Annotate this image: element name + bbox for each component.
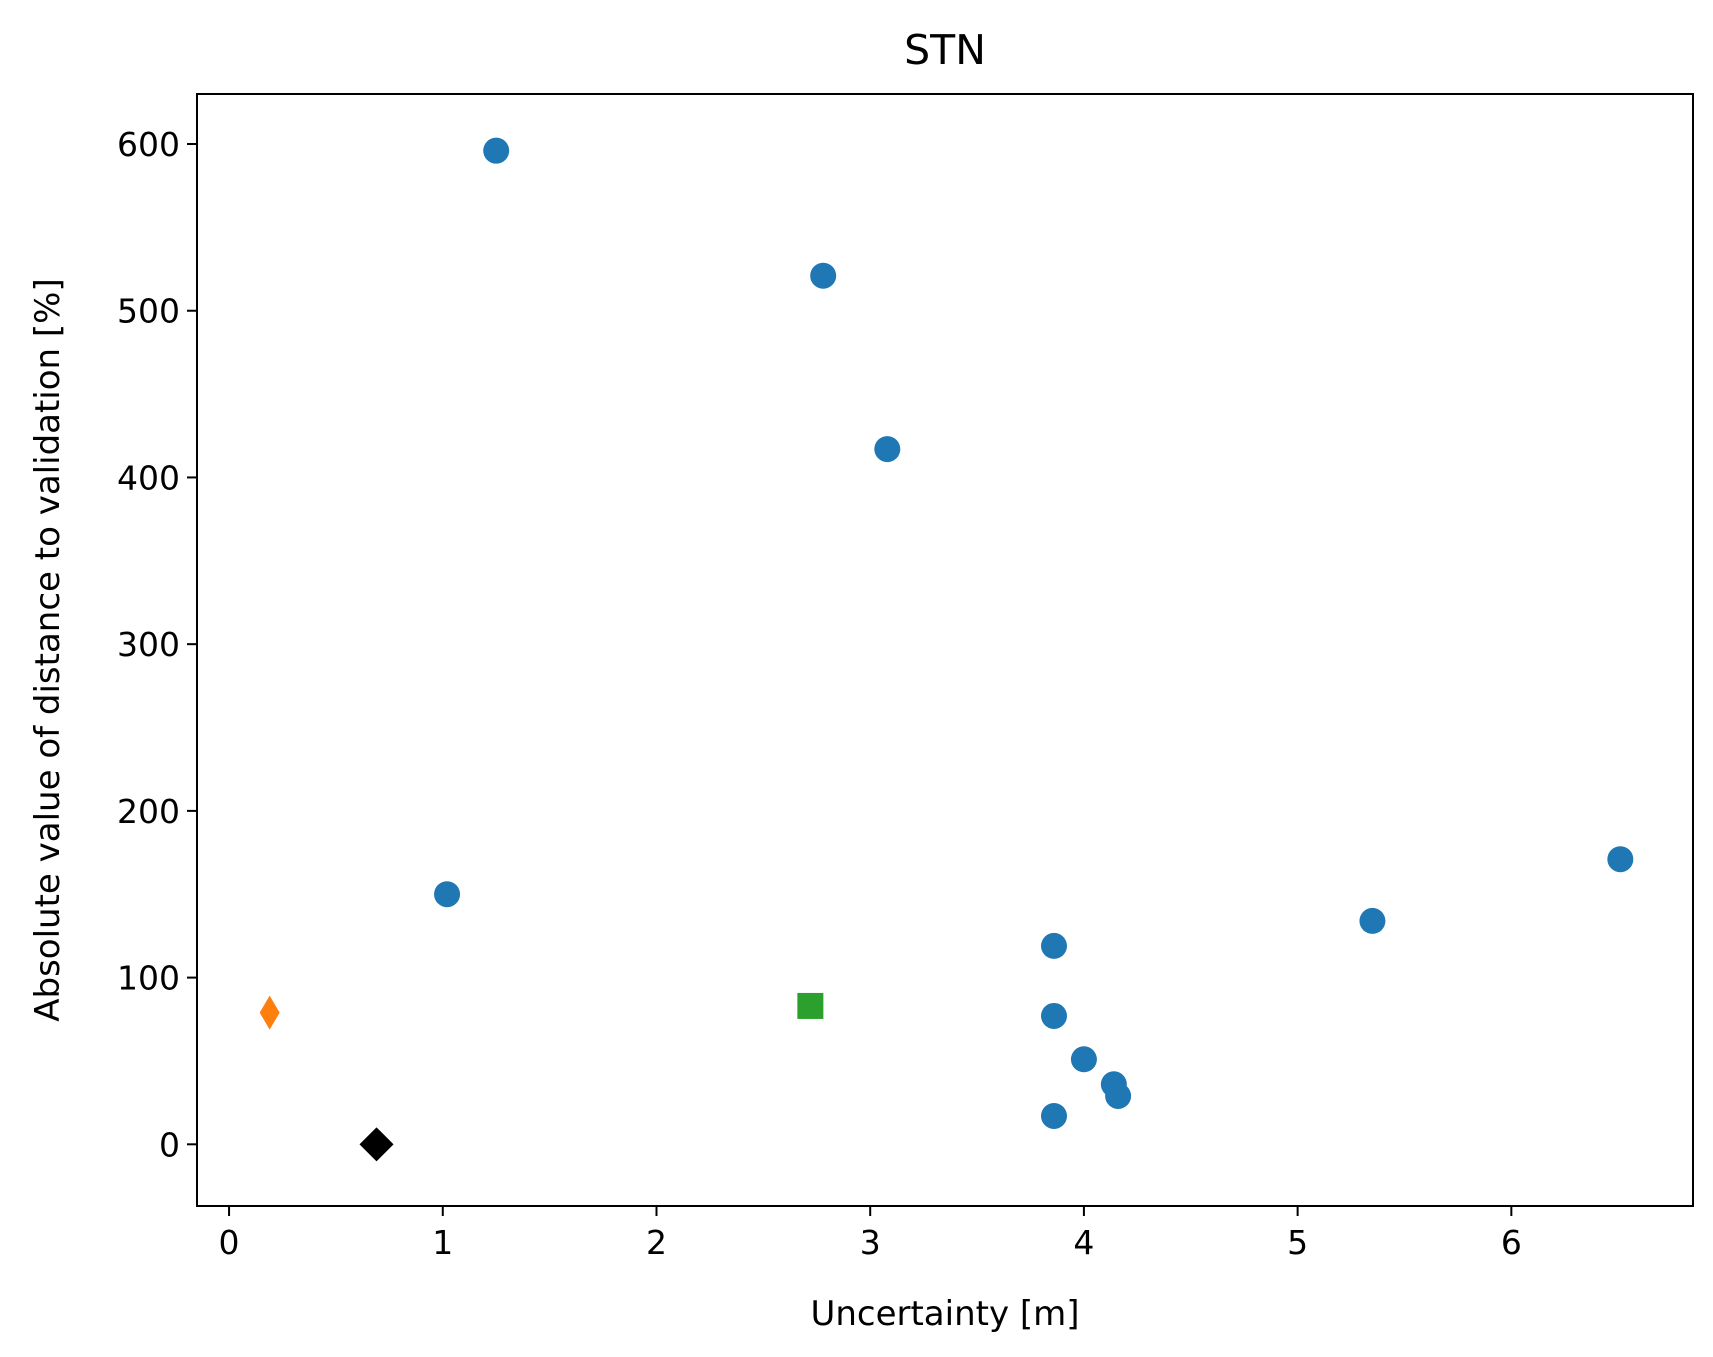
y-tick-label: 200 xyxy=(117,792,180,831)
data-point-thin-diamond xyxy=(259,995,280,1030)
x-tick-label: 4 xyxy=(1073,1223,1094,1262)
data-point xyxy=(1607,846,1634,873)
data-point xyxy=(1105,1082,1132,1109)
y-axis-label: Absolute value of distance to validation… xyxy=(28,278,68,1022)
data-point-square xyxy=(797,992,824,1019)
x-tick-label: 1 xyxy=(432,1223,453,1262)
data-point xyxy=(874,436,901,463)
data-point xyxy=(483,137,510,164)
x-tick-label: 0 xyxy=(219,1223,240,1262)
y-tick-label: 100 xyxy=(117,959,180,998)
data-point-diamond xyxy=(359,1127,394,1162)
x-tick-label: 2 xyxy=(646,1223,667,1262)
chart-title: STN xyxy=(904,26,986,74)
data-point xyxy=(1040,1002,1067,1029)
x-axis: 0 1 2 3 4 5 6 xyxy=(219,1206,1522,1262)
y-tick-label: 300 xyxy=(117,625,180,664)
data-point xyxy=(1070,1046,1097,1073)
x-tick-label: 3 xyxy=(860,1223,881,1262)
x-axis-label: Uncertainty [m] xyxy=(810,1294,1079,1334)
data-point xyxy=(1359,907,1386,934)
plot-marks xyxy=(259,137,1634,1162)
x-tick-label: 5 xyxy=(1287,1223,1308,1262)
data-point xyxy=(810,262,837,289)
y-tick-label: 500 xyxy=(117,292,180,331)
x-tick-label: 6 xyxy=(1501,1223,1522,1262)
y-axis: 0 100 200 300 400 500 600 xyxy=(117,125,197,1164)
data-point xyxy=(1040,1102,1067,1129)
plot-frame xyxy=(196,93,1694,1207)
y-tick-label: 400 xyxy=(117,458,180,497)
y-tick-label: 0 xyxy=(159,1125,180,1164)
data-point xyxy=(434,881,461,908)
data-point xyxy=(1040,932,1067,959)
y-tick-label: 600 xyxy=(117,125,180,164)
